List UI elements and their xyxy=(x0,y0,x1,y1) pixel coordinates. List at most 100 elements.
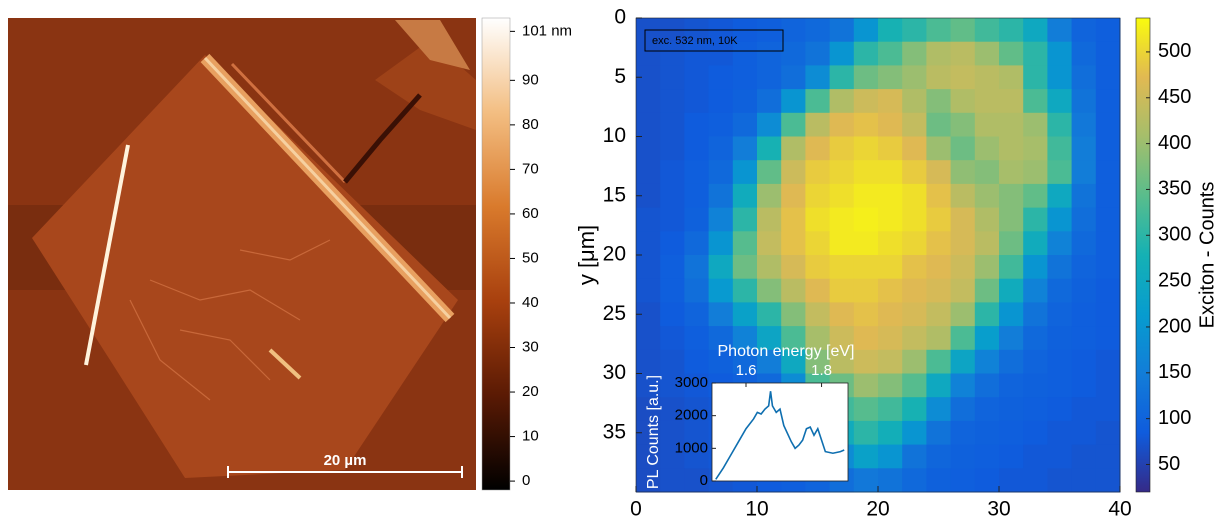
colorbar-tick-label: 450 xyxy=(1158,86,1191,108)
heatmap-cell xyxy=(878,444,903,469)
heatmap-cell xyxy=(853,468,879,493)
heatmap-cell xyxy=(636,444,661,469)
heatmap-cell xyxy=(732,326,758,351)
heatmap-cell xyxy=(1023,112,1048,137)
heatmap-cell xyxy=(926,65,952,90)
heatmap-cell xyxy=(1023,41,1048,66)
heatmap-cell xyxy=(853,397,879,422)
heatmap-cell xyxy=(853,373,879,398)
heatmap-cell xyxy=(829,65,855,90)
heatmap-cell xyxy=(853,112,879,137)
heatmap-cell xyxy=(902,255,927,280)
heatmap-cell xyxy=(926,373,952,398)
heatmap-cell xyxy=(636,112,661,137)
heatmap-cell xyxy=(950,18,976,43)
heatmap-cell xyxy=(781,183,806,209)
heatmap-cell xyxy=(781,207,806,232)
heatmap-cell xyxy=(757,112,782,137)
heatmap-cell xyxy=(1047,326,1073,351)
heatmap-cell xyxy=(1095,160,1121,185)
heatmap-cell xyxy=(636,468,661,493)
colorbar-tick-label: 10 xyxy=(522,428,539,445)
heatmap-cell xyxy=(950,65,976,90)
heatmap-cell xyxy=(999,397,1024,422)
heatmap-cell xyxy=(878,160,903,185)
heatmap-cell xyxy=(660,183,685,209)
heatmap-cell xyxy=(1047,112,1073,137)
heatmap-cell xyxy=(950,255,976,280)
heatmap-cell xyxy=(757,207,782,232)
colorbar-tick-label: 101 nm xyxy=(522,22,572,39)
heatmap-cell xyxy=(950,160,976,185)
heatmap-cell xyxy=(974,349,1000,374)
x-tick-label: 20 xyxy=(866,498,889,521)
heatmap-cell xyxy=(660,89,685,114)
scale-bar-label: 20 µm xyxy=(324,452,367,469)
colorbar-tick-label: 90 xyxy=(522,71,539,88)
colorbar xyxy=(1135,17,1151,493)
heatmap-cell xyxy=(999,18,1024,43)
heatmap-cell xyxy=(878,41,903,66)
heatmap-cell xyxy=(926,255,952,280)
heatmap-cell xyxy=(999,160,1024,185)
heatmap-cell xyxy=(781,65,806,90)
heatmap-cell xyxy=(999,231,1024,256)
heatmap-cell xyxy=(684,207,710,232)
heatmap-cell xyxy=(708,207,734,232)
heatmap-cell xyxy=(999,41,1024,66)
heatmap-cell xyxy=(829,255,855,280)
heatmap-cell xyxy=(926,444,952,469)
heatmap-cell xyxy=(660,468,685,493)
heatmap-cell xyxy=(878,373,903,398)
heatmap-cell xyxy=(1023,444,1048,469)
heatmap-cell xyxy=(950,302,976,327)
heatmap-cell xyxy=(684,302,710,327)
heatmap-cell xyxy=(660,302,685,327)
heatmap-cell xyxy=(926,18,952,43)
heatmap-cell xyxy=(878,207,903,232)
y-tick-label: 0 xyxy=(700,472,708,489)
colorbar-tick-label: 200 xyxy=(1158,315,1191,337)
heatmap-cell xyxy=(1095,207,1121,232)
heatmap-cell xyxy=(902,112,927,137)
x-tick-label: 1.8 xyxy=(811,362,832,379)
heatmap-cell xyxy=(926,468,952,493)
heatmap-cell xyxy=(902,207,927,232)
heatmap-cell xyxy=(902,302,927,327)
heatmap-cell xyxy=(1095,373,1121,398)
heatmap-cell xyxy=(732,89,758,114)
heatmap-cell xyxy=(708,302,734,327)
heatmap-cell xyxy=(902,65,927,90)
heatmap-cell xyxy=(1047,183,1073,209)
colorbar-tick-label: 20 xyxy=(522,383,539,400)
heatmap-cell xyxy=(684,278,710,303)
heatmap-cell xyxy=(660,136,685,161)
heatmap-cell xyxy=(684,160,710,185)
heatmap-cell xyxy=(950,112,976,137)
heatmap-cell xyxy=(684,349,710,374)
y-tick-label: 30 xyxy=(603,361,626,384)
heatmap-cell xyxy=(999,444,1024,469)
heatmap-cell xyxy=(1023,160,1048,185)
heatmap-cell xyxy=(684,89,710,114)
heatmap-cell xyxy=(1023,231,1048,256)
heatmap-cell xyxy=(853,231,879,256)
heatmap-cell xyxy=(1047,18,1073,43)
heatmap-cell xyxy=(853,18,879,43)
heatmap-cell xyxy=(902,41,927,66)
heatmap-cell xyxy=(1023,420,1048,446)
heatmap-cell xyxy=(926,420,952,446)
colorbar-tick-label: 250 xyxy=(1158,269,1191,291)
heatmap-cell xyxy=(1071,136,1097,161)
heatmap-cell xyxy=(999,89,1024,114)
heatmap-cell xyxy=(950,349,976,374)
heatmap-cell xyxy=(926,207,952,232)
heatmap-cell xyxy=(974,160,1000,185)
heatmap-cell xyxy=(781,302,806,327)
annotation-box xyxy=(644,29,784,52)
y-tick-label: 10 xyxy=(603,124,626,147)
heatmap-cell xyxy=(1095,65,1121,90)
heatmap-cell xyxy=(926,278,952,303)
heatmap-cell xyxy=(1095,468,1121,493)
heatmap-cell xyxy=(902,18,927,43)
